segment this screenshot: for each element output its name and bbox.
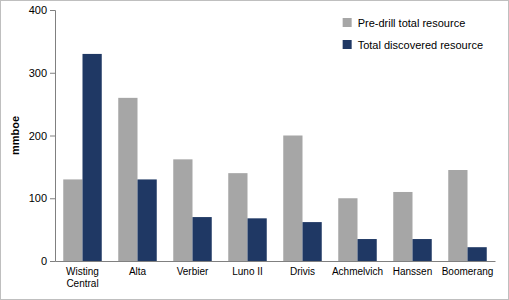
legend-label: Pre-drill total resource xyxy=(358,17,466,29)
plot: 0 100 200 300 400 WistingCentral Alta Verbier Lu… xyxy=(9,4,496,289)
x-tick-label: WistingCentral xyxy=(66,266,99,289)
bar xyxy=(118,98,137,261)
bar xyxy=(193,217,212,261)
x-tick-label: Alta xyxy=(129,266,147,277)
y-axis-title: mmboe xyxy=(9,116,21,155)
legend-swatch xyxy=(343,18,352,27)
bars xyxy=(63,54,487,261)
y-tick-label: 200 xyxy=(29,130,47,142)
y-axis: 0 100 200 300 400 xyxy=(29,4,56,267)
y-tick-label: 100 xyxy=(29,192,47,204)
x-tick: Drivis xyxy=(290,266,315,277)
bar xyxy=(138,179,157,261)
bar xyxy=(413,239,432,261)
legend-swatch xyxy=(343,40,352,49)
x-tick-label: Hanssen xyxy=(393,266,432,277)
y-tick-label: 400 xyxy=(29,4,47,16)
bar xyxy=(283,136,302,262)
x-tick-label-line: Wisting xyxy=(66,266,99,277)
bar xyxy=(228,173,247,261)
y-tick: 400 xyxy=(29,4,55,16)
bar xyxy=(468,247,487,261)
y-tick-label: 0 xyxy=(41,255,47,267)
bar xyxy=(393,192,412,261)
series xyxy=(63,98,467,261)
legend-item: Total discovered resource xyxy=(343,39,483,51)
bar xyxy=(63,179,82,261)
x-tick: Hanssen xyxy=(393,266,432,277)
y-tick-mark xyxy=(50,261,55,262)
bar xyxy=(248,218,267,261)
y-tick: 200 xyxy=(29,130,55,142)
frame xyxy=(1,1,509,300)
x-tick-label: Luno II xyxy=(232,266,263,277)
bar xyxy=(173,159,192,261)
y-tick: 100 xyxy=(29,192,55,204)
y-tick-mark xyxy=(50,198,55,199)
x-tick: WistingCentral xyxy=(66,266,99,289)
y-tick: 0 xyxy=(41,255,55,267)
bar xyxy=(303,222,322,261)
chart: 0 100 200 300 400 WistingCentral Alta Verbier Lu… xyxy=(0,0,509,300)
legend-label: Total discovered resource xyxy=(358,39,483,51)
x-tick: Achmelvich xyxy=(332,266,383,277)
x-tick-label: Drivis xyxy=(290,266,315,277)
bar xyxy=(338,198,357,261)
x-tick-label-line: Central xyxy=(66,278,98,289)
y-tick: 300 xyxy=(29,67,55,79)
x-axis: WistingCentral Alta Verbier Luno II Drivis Ac… xyxy=(56,262,496,289)
legend-item: Pre-drill total resource xyxy=(343,17,466,29)
x-tick-label: Achmelvich xyxy=(332,266,383,277)
legend: Pre-drill total resource Total discovered… xyxy=(343,17,483,51)
y-tick-label: 300 xyxy=(29,67,47,79)
bar xyxy=(448,170,467,261)
x-tick-label: Boomerang xyxy=(442,266,494,277)
x-axis-line xyxy=(56,261,496,262)
x-tick: Alta xyxy=(129,266,147,277)
y-tick-mark xyxy=(50,10,55,11)
series xyxy=(83,54,487,261)
x-tick: Luno II xyxy=(232,266,263,277)
bar xyxy=(358,239,377,261)
x-tick: Boomerang xyxy=(442,266,494,277)
bar xyxy=(83,54,102,261)
x-tick: Verbier xyxy=(177,266,209,277)
y-axis-line xyxy=(50,11,56,262)
y-tick-mark xyxy=(50,73,55,74)
x-tick-label: Verbier xyxy=(177,266,209,277)
y-tick-mark xyxy=(50,136,55,137)
